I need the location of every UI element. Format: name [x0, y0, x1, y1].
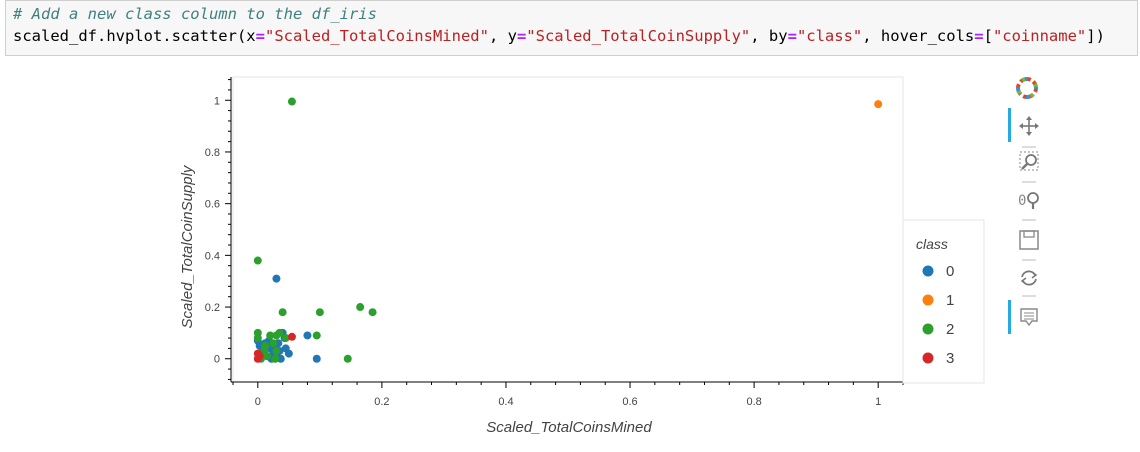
x-tick-label: 0.4 — [498, 396, 513, 408]
y-axis-title: Scaled_TotalCoinSupply — [179, 164, 196, 328]
svg-text:0: 0 — [1018, 193, 1026, 209]
scatter-point-class-2[interactable] — [266, 331, 275, 340]
legend-box — [902, 219, 985, 384]
scatter-point-class-2[interactable] — [356, 303, 365, 312]
x-tick-label: 0.6 — [622, 396, 637, 408]
legend-swatch-0 — [922, 265, 934, 277]
legend-label-2[interactable]: 2 — [946, 321, 954, 338]
scatter-plot[interactable]: 0 0.2 0.4 0.6 0.8 1 0 0.2 0.4 0.6 0.8 1 Scaled_Tot… — [0, 60, 1140, 452]
code-close: ]) — [1086, 27, 1105, 45]
pan-active-indicator — [1008, 108, 1011, 142]
code-operator: = — [255, 27, 265, 45]
scatter-point-class-2[interactable] — [287, 97, 296, 106]
legend-title: class — [916, 236, 948, 252]
x-axis-title: Scaled_TotalCoinsMined — [486, 419, 652, 436]
legend-label-0[interactable]: 0 — [946, 263, 954, 280]
scatter-point-class-2[interactable] — [271, 354, 280, 363]
y-tick-label: 0.4 — [205, 250, 220, 262]
code-comment-line: # Add a new class column to the df_iris — [13, 5, 377, 23]
scatter-point-class-2[interactable] — [281, 334, 290, 343]
y-tick-label: 0 — [214, 354, 220, 366]
plot-frame — [232, 76, 904, 383]
scatter-point-class-3[interactable] — [253, 349, 262, 358]
y-axis-ticks: 0 0.2 0.4 0.6 0.8 1 — [205, 79, 231, 380]
scatter-point-class-0[interactable] — [276, 354, 285, 363]
y-tick-label: 0.2 — [205, 302, 220, 314]
code-operator: = — [787, 27, 797, 45]
scatter-point-class-0[interactable] — [272, 274, 281, 283]
bokeh-logo-icon[interactable] — [1016, 77, 1038, 99]
scatter-point-class-2[interactable] — [261, 341, 270, 350]
x-axis-ticks: 0 0.2 0.4 0.6 0.8 1 — [232, 382, 904, 408]
scatter-point-class-2[interactable] — [278, 308, 287, 317]
x-tick-label: 1 — [875, 396, 881, 408]
x-tick-label: 0.8 — [746, 396, 761, 408]
x-tick-label: 0 — [255, 396, 261, 408]
hover-active-indicator — [1008, 300, 1011, 334]
code-by-arg: "class" — [796, 27, 863, 45]
code-x-arg: "Scaled_TotalCoinsMined" — [264, 27, 489, 45]
scatter-point-class-0[interactable] — [303, 331, 312, 340]
scatter-point-class-0[interactable] — [284, 349, 293, 358]
reset-icon[interactable] — [1020, 270, 1038, 286]
code-statement-line: scaled_df.hvplot.scatter(x="Scaled_Total… — [13, 27, 1105, 45]
code-comment: # Add a new class column to the df_iris — [13, 5, 377, 23]
code-operator: = — [516, 27, 527, 45]
legend-items: 0 1 2 3 — [922, 263, 954, 367]
scatter-point-class-2[interactable] — [269, 339, 278, 348]
code-operator: = — [974, 27, 984, 45]
scatter-point-class-2[interactable] — [253, 256, 262, 265]
scatter-point-class-2[interactable] — [368, 308, 377, 317]
y-tick-label: 0.8 — [205, 147, 220, 159]
legend: class 0 1 2 3 — [902, 219, 985, 384]
scatter-point-class-2[interactable] — [343, 354, 352, 363]
code-bracket: [ — [983, 27, 993, 45]
legend-swatch-3 — [922, 352, 934, 364]
pan-icon[interactable] — [1019, 116, 1039, 136]
box-zoom-icon[interactable] — [1019, 151, 1039, 171]
scatter-point-class-0[interactable] — [312, 354, 321, 363]
legend-label-3[interactable]: 3 — [946, 350, 954, 367]
code-call: scaled_df.hvplot.scatter(x — [13, 27, 256, 45]
code-sep: , hover_cols — [862, 27, 975, 45]
save-icon[interactable] — [1019, 230, 1039, 250]
code-sep: , by — [750, 27, 788, 45]
scatter-point-class-2[interactable] — [253, 334, 262, 343]
scatter-point-class-3[interactable] — [287, 332, 296, 341]
scatter-point-class-2[interactable] — [275, 328, 284, 337]
scatter-point-class-2[interactable] — [263, 352, 272, 361]
scatter-point-class-2[interactable] — [272, 346, 281, 355]
legend-swatch-1 — [922, 294, 934, 306]
y-tick-label: 1 — [214, 95, 220, 107]
code-hover-arg: "coinname" — [992, 27, 1087, 45]
hover-icon[interactable] — [1020, 308, 1038, 327]
scatter-point-class-2[interactable] — [312, 331, 321, 340]
wheel-zoom-icon[interactable]: 0 — [1018, 192, 1039, 209]
code-sep: , y — [488, 27, 517, 45]
legend-swatch-2 — [922, 323, 934, 335]
legend-label-1[interactable]: 1 — [946, 292, 954, 309]
scatter-point-class-1[interactable] — [874, 100, 883, 109]
code-cell[interactable]: # Add a new class column to the df_iris … — [5, 0, 1138, 56]
y-tick-label: 0.6 — [205, 199, 220, 211]
toolbar: 0 — [1008, 77, 1039, 334]
x-tick-label: 0.2 — [374, 396, 389, 408]
points-layer — [253, 97, 883, 363]
code-y-arg: "Scaled_TotalCoinSupply" — [526, 27, 751, 45]
scatter-point-class-2[interactable] — [315, 308, 324, 317]
